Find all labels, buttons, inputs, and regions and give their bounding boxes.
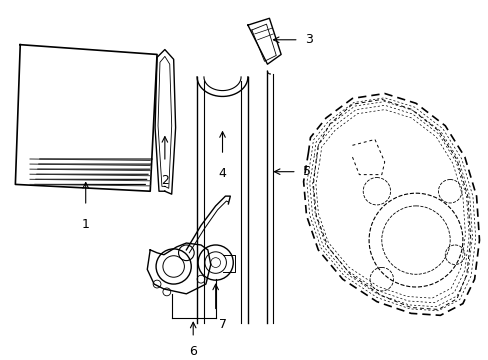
- Text: 4: 4: [218, 167, 226, 180]
- Text: 1: 1: [81, 217, 89, 231]
- Text: 6: 6: [189, 345, 197, 357]
- Text: 2: 2: [161, 174, 168, 186]
- Text: 3: 3: [304, 33, 312, 46]
- Text: 5: 5: [302, 165, 310, 178]
- Text: 7: 7: [218, 318, 226, 331]
